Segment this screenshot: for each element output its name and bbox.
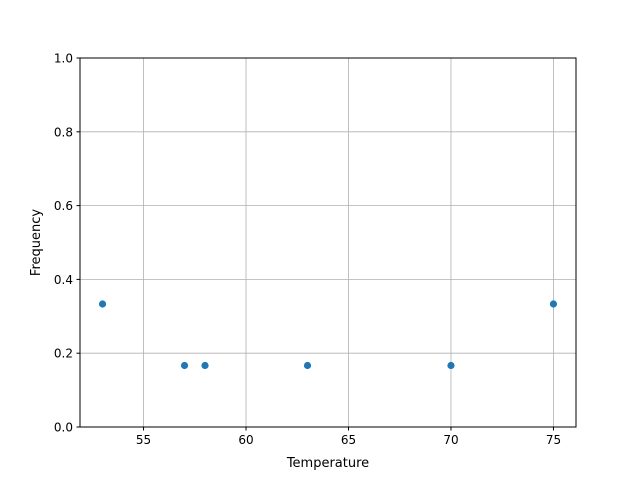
x-tick-label: 60	[238, 433, 253, 447]
grid	[80, 57, 576, 428]
data-point	[303, 361, 312, 370]
y-tick-label: 0.0	[54, 421, 73, 435]
x-axis-label: Temperature	[286, 456, 369, 471]
data-points	[98, 300, 558, 370]
x-tick-label: 70	[443, 433, 458, 447]
x-tick-label: 55	[136, 433, 151, 447]
data-point	[180, 361, 189, 370]
data-point	[98, 300, 107, 308]
x-tick-label: 75	[546, 433, 561, 447]
y-tick-label: 0.8	[54, 125, 73, 139]
y-tick-label: 0.6	[54, 199, 73, 213]
data-point	[447, 361, 455, 370]
ticks: 55 60 65 70 75 0.0 0.2 0.4 0.6 0.8 1.0	[54, 52, 561, 448]
x-tick-label: 65	[341, 433, 356, 447]
plot-frame	[79, 57, 577, 428]
y-tick-label: 0.4	[54, 273, 73, 287]
y-tick-label: 1.0	[54, 52, 73, 66]
data-point	[549, 300, 558, 308]
y-axis-label: Frequency	[29, 209, 44, 276]
y-tick-label: 0.2	[54, 347, 73, 361]
data-point	[201, 361, 209, 370]
